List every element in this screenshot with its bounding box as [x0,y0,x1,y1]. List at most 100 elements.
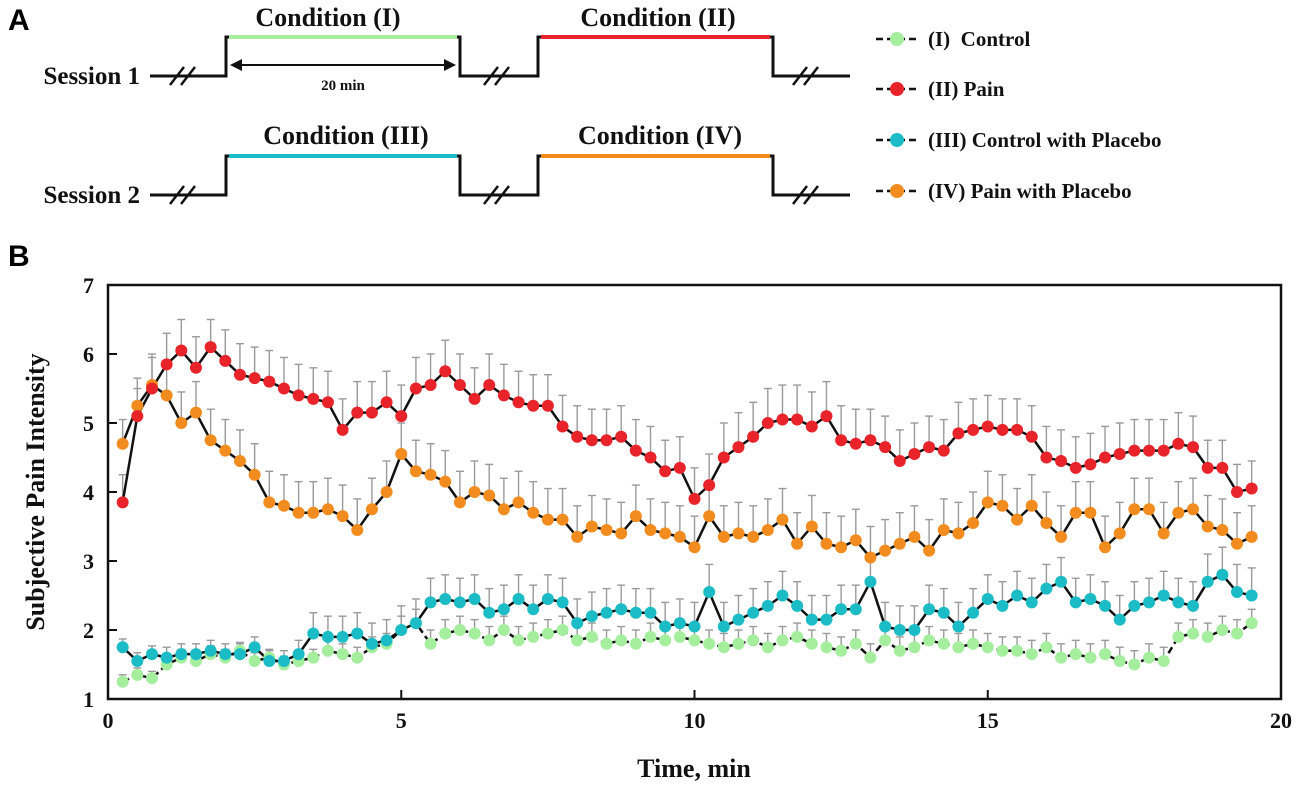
data-point [497,624,510,636]
data-point [292,389,305,402]
data-point [380,634,393,647]
data-point [1157,444,1170,457]
data-point [659,620,672,633]
data-point [351,523,364,536]
data-point [541,513,554,526]
legend-marker-pain-placebo [890,184,904,198]
data-point [189,648,202,661]
data-point [512,496,525,509]
data-point [116,675,129,688]
data-point [981,592,994,605]
data-point [145,672,158,685]
data-point [1172,630,1185,643]
data-point [439,627,452,640]
data-point [673,461,686,474]
data-point [981,641,994,654]
data-point [615,603,628,616]
data-point [219,648,232,661]
panel-b-letter: B [8,240,30,273]
data-point [952,620,965,633]
data-point [849,603,862,616]
data-point [673,617,686,630]
data-point [248,641,261,654]
data-point [160,651,173,664]
data-point [1084,458,1097,471]
data-point [761,523,774,536]
data-point [189,406,202,419]
data-point [556,596,569,609]
data-point [688,492,701,505]
data-point [277,499,290,512]
data-point [307,651,320,664]
data-point [541,399,554,412]
data-point [219,444,232,457]
data-point [893,537,906,550]
data-point [483,379,496,392]
data-point [307,506,320,519]
data-point [659,527,672,540]
data-point [1157,655,1170,668]
y-tick-label: 3 [83,549,94,574]
data-point [497,503,510,516]
data-point [1128,599,1141,612]
data-point [116,437,129,450]
data-point [1069,506,1082,519]
data-point [967,423,980,436]
data-point [673,630,686,643]
data-point [600,523,613,536]
data-point [307,392,320,405]
data-point [1128,503,1141,516]
data-point [908,530,921,543]
data-point [145,382,158,395]
data-point [307,627,320,640]
data-point [1084,592,1097,605]
data-point [996,423,1009,436]
data-point [600,637,613,650]
data-point [585,434,598,447]
data-point [233,648,246,661]
data-point [365,637,378,650]
data-point [233,454,246,467]
data-point [600,606,613,619]
x-tick-label: 5 [396,708,407,733]
duration-label: 20 min [321,78,365,94]
x-tick-label: 0 [103,708,114,733]
data-point [864,551,877,564]
data-point [1099,599,1112,612]
condition-i-label: Condition (I) [255,3,400,32]
data-point [336,423,349,436]
condition-iii-label: Condition (III) [263,121,428,150]
data-point [923,544,936,557]
data-point [937,637,950,650]
data-point [512,396,525,409]
data-point [776,513,789,526]
y-tick-label: 4 [83,480,94,505]
data-point [908,448,921,461]
data-point [893,624,906,636]
data-point [615,634,628,647]
data-point [1231,537,1244,550]
data-point [732,613,745,626]
data-point [1069,648,1082,661]
data-point [380,396,393,409]
data-point [424,379,437,392]
data-point [703,637,716,650]
data-point [160,358,173,371]
data-point [468,392,481,405]
data-point [204,644,217,657]
data-point [292,506,305,519]
data-point [541,592,554,605]
data-point [791,537,804,550]
data-point [1084,651,1097,664]
data-point [1187,599,1200,612]
data-point [116,641,129,654]
data-point [1216,624,1229,636]
data-point [615,527,628,540]
data-point [996,599,1009,612]
data-point [204,341,217,354]
data-point [1113,613,1126,626]
data-point [292,648,305,661]
legend-label-pain: (II) Pain [928,77,1005,101]
data-point [1084,506,1097,519]
data-point [1216,568,1229,581]
